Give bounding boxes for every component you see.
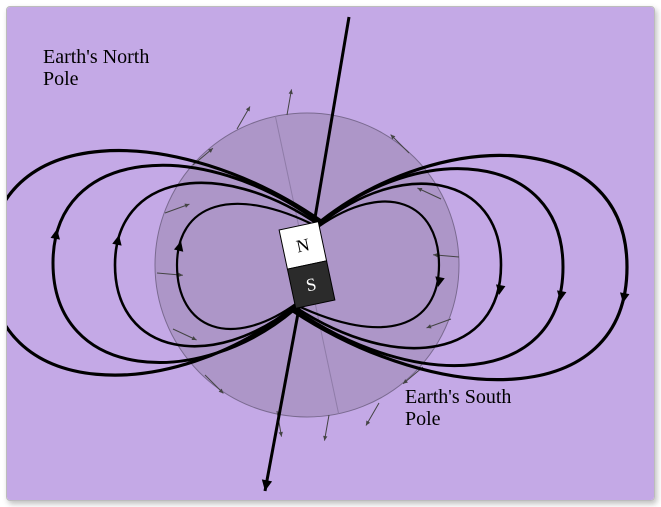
earth-magnetic-field-diagram: NSEarth's NorthPoleEarth's SouthPole xyxy=(7,7,654,500)
diagram-frame: NSEarth's NorthPoleEarth's SouthPole xyxy=(6,6,655,501)
